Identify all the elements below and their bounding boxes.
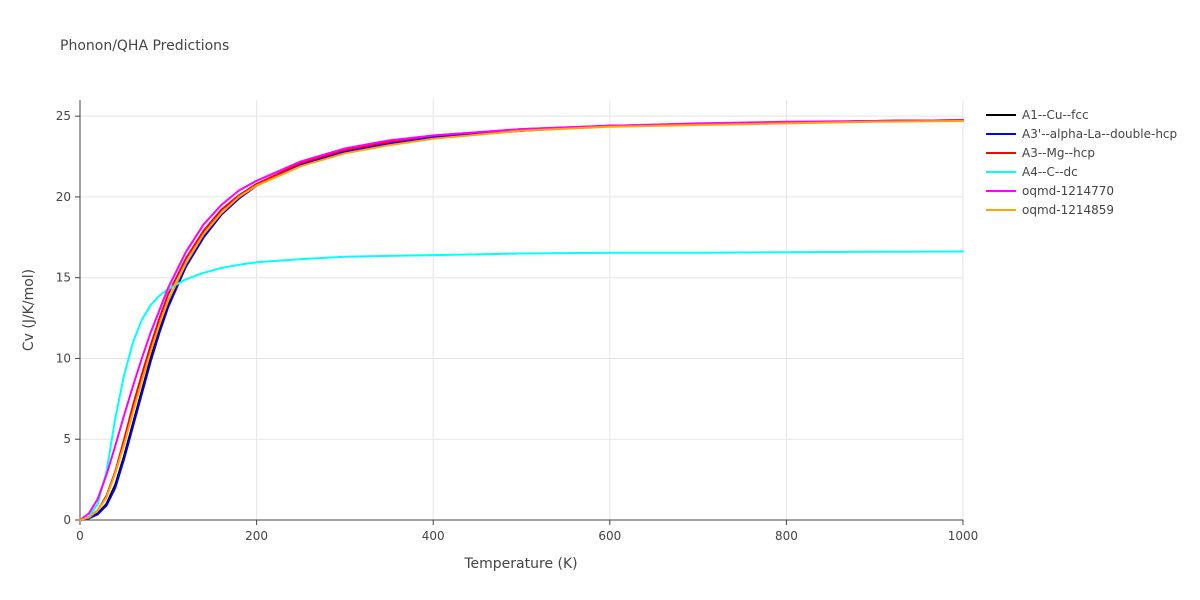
- series-layer: [79, 119, 964, 521]
- y-tick-label: 15: [56, 271, 71, 285]
- legend-item-2[interactable]: A3--Mg--hcp: [986, 146, 1095, 160]
- legend-item-4[interactable]: oqmd-1214770: [986, 184, 1114, 198]
- series-line-0: [79, 119, 964, 521]
- legend[interactable]: A1--Cu--fcc A3'--alpha-La--double-hcp A3--…: [986, 108, 1177, 217]
- legend-item-0[interactable]: A1--Cu--fcc: [986, 108, 1089, 122]
- series-line-2: [79, 119, 964, 521]
- axis-layer: 0 200 400 600 800 1000 0 5 10 15 20 25: [56, 100, 979, 543]
- x-tick-label: 800: [775, 529, 798, 543]
- chart-title: Phonon/QHA Predictions: [60, 38, 229, 54]
- y-tick-label: 25: [56, 109, 71, 123]
- y-tick-label: 20: [56, 190, 71, 204]
- series-line-1: [79, 119, 964, 521]
- x-tick-label: 1000: [948, 529, 979, 543]
- legend-label: A1--Cu--fcc: [1022, 108, 1089, 122]
- legend-item-5[interactable]: oqmd-1214859: [986, 203, 1114, 217]
- grid-layer: [80, 100, 964, 520]
- legend-item-1[interactable]: A3'--alpha-La--double-hcp: [986, 127, 1177, 141]
- series-line-3: [79, 250, 964, 521]
- legend-label: A4--C--dc: [1022, 165, 1078, 179]
- x-tick-label: 200: [245, 529, 268, 543]
- series-line-5: [79, 120, 964, 521]
- series-line-4: [79, 119, 964, 521]
- x-axis-title: Temperature (K): [463, 556, 577, 572]
- legend-item-3[interactable]: A4--C--dc: [986, 165, 1078, 179]
- y-tick-label: 10: [56, 351, 71, 365]
- legend-label: oqmd-1214859: [1022, 203, 1114, 217]
- x-tick-label: 0: [76, 529, 84, 543]
- legend-label: A3--Mg--hcp: [1022, 146, 1095, 160]
- y-axis-title: Cv (J/K/mol): [21, 269, 37, 351]
- x-tick-label: 400: [422, 529, 445, 543]
- y-tick-label: 5: [63, 432, 71, 446]
- legend-label: A3'--alpha-La--double-hcp: [1022, 127, 1177, 141]
- y-tick-label: 0: [63, 513, 71, 527]
- x-tick-label: 600: [598, 529, 621, 543]
- legend-label: oqmd-1214770: [1022, 184, 1114, 198]
